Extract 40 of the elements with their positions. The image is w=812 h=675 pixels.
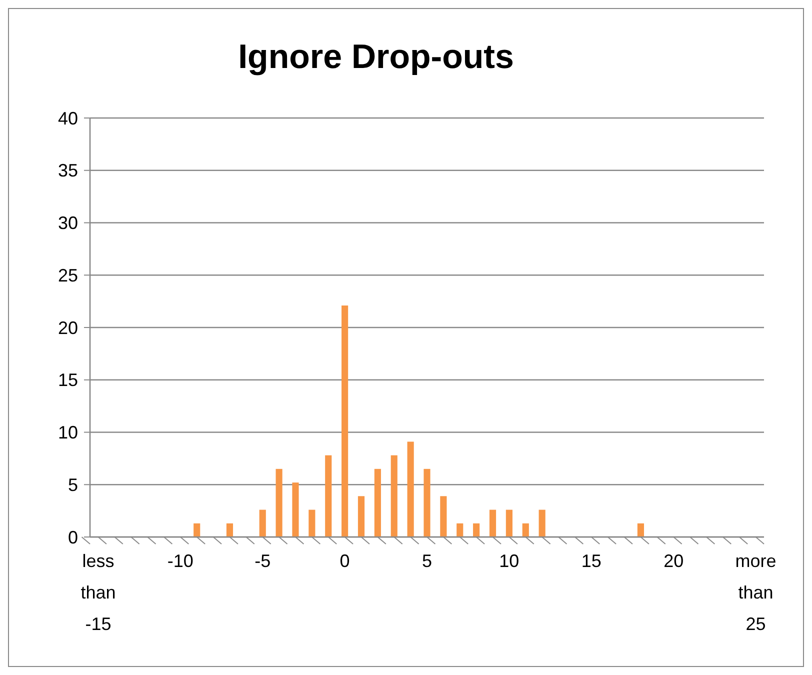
bar bbox=[424, 468, 430, 537]
bar bbox=[390, 455, 398, 537]
bar bbox=[342, 306, 348, 537]
y-tick-label: 0 bbox=[68, 527, 78, 548]
x-tick-label: 5 bbox=[422, 551, 432, 571]
bar bbox=[506, 510, 512, 537]
x-tick-label: 15 bbox=[581, 551, 602, 571]
y-tick-label: 30 bbox=[58, 213, 78, 234]
bar bbox=[292, 482, 299, 537]
x-tick-label: 10 bbox=[499, 551, 520, 571]
x-tick-label: -10 bbox=[167, 551, 194, 571]
bar bbox=[325, 455, 332, 537]
bar bbox=[407, 442, 414, 537]
bar bbox=[637, 523, 644, 537]
x-tick-label: more than 25 bbox=[735, 551, 776, 634]
bar bbox=[456, 523, 464, 537]
y-tick-label: 10 bbox=[58, 422, 78, 443]
bar bbox=[522, 523, 529, 537]
bar bbox=[308, 510, 316, 537]
bar bbox=[226, 523, 234, 537]
x-tick-label: less than -15 bbox=[80, 551, 116, 634]
bar bbox=[473, 523, 480, 537]
x-tick-label: 0 bbox=[340, 551, 350, 571]
bar bbox=[358, 496, 365, 537]
y-tick-label: 40 bbox=[58, 108, 78, 128]
y-tick-label: 35 bbox=[58, 160, 78, 181]
bar bbox=[440, 496, 447, 537]
y-tick-label: 25 bbox=[58, 265, 78, 286]
x-tick-label: -5 bbox=[254, 551, 271, 571]
chart-title: Ignore Drop-outs bbox=[238, 38, 514, 76]
bar bbox=[259, 510, 266, 537]
y-tick-label: 15 bbox=[58, 370, 78, 390]
bar bbox=[276, 468, 282, 537]
y-tick-label: 5 bbox=[68, 474, 78, 495]
bar bbox=[489, 510, 496, 537]
bar bbox=[194, 523, 200, 537]
y-tick-label: 20 bbox=[58, 318, 78, 338]
x-tick-label: 20 bbox=[664, 551, 684, 571]
bar bbox=[538, 510, 546, 537]
bar bbox=[374, 468, 381, 537]
